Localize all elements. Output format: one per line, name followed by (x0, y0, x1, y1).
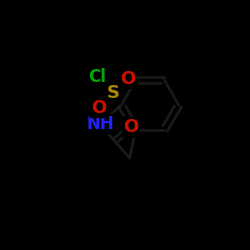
Text: Cl: Cl (88, 68, 106, 86)
Text: O: O (123, 118, 138, 136)
Text: NH: NH (86, 115, 114, 133)
Text: O: O (91, 99, 106, 117)
Text: O: O (120, 70, 135, 88)
Text: S: S (106, 84, 120, 102)
